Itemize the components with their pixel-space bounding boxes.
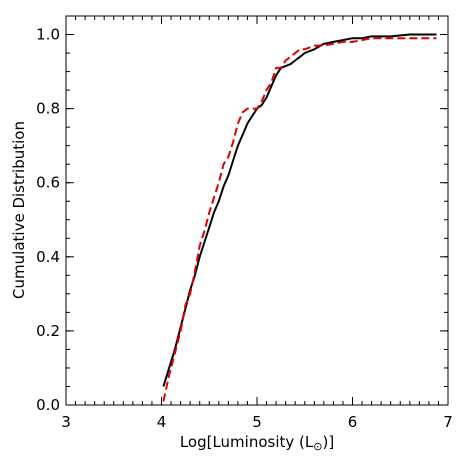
y-tick-label: 1.0	[36, 26, 60, 44]
axis-ticks	[65, 15, 449, 406]
axis-tick-labels: 3 4 5 6 7 0.0 0.2 0.4 0.6 0.8 1.0	[36, 26, 453, 431]
series-layer	[162, 33, 437, 402]
plot-border	[65, 15, 449, 406]
x-axis-title-end: )]	[322, 433, 334, 451]
y-tick-label: 0.8	[36, 100, 60, 118]
x-tick-label: 5	[252, 413, 262, 431]
y-tick-label: 0.6	[36, 174, 60, 192]
x-tick-label: 7	[443, 413, 453, 431]
x-axis-title-sub: ⊙	[313, 440, 322, 453]
x-tick-label: 6	[348, 413, 358, 431]
y-tick-label: 0.0	[36, 396, 60, 414]
plot-frame	[65, 15, 449, 406]
series-line-dashed-red	[162, 37, 437, 402]
y-axis-title: Cumulative Distribution	[10, 121, 28, 299]
x-tick-label: 4	[157, 413, 167, 431]
y-tick-label: 0.4	[36, 248, 60, 266]
y-tick-label: 0.2	[36, 322, 60, 340]
x-axis-title-main: Log[Luminosity (L	[180, 433, 314, 451]
x-axis-title: Log[Luminosity (L⊙)]	[180, 433, 334, 453]
x-tick-label: 3	[61, 413, 71, 431]
series-line-solid-black	[162, 33, 437, 387]
